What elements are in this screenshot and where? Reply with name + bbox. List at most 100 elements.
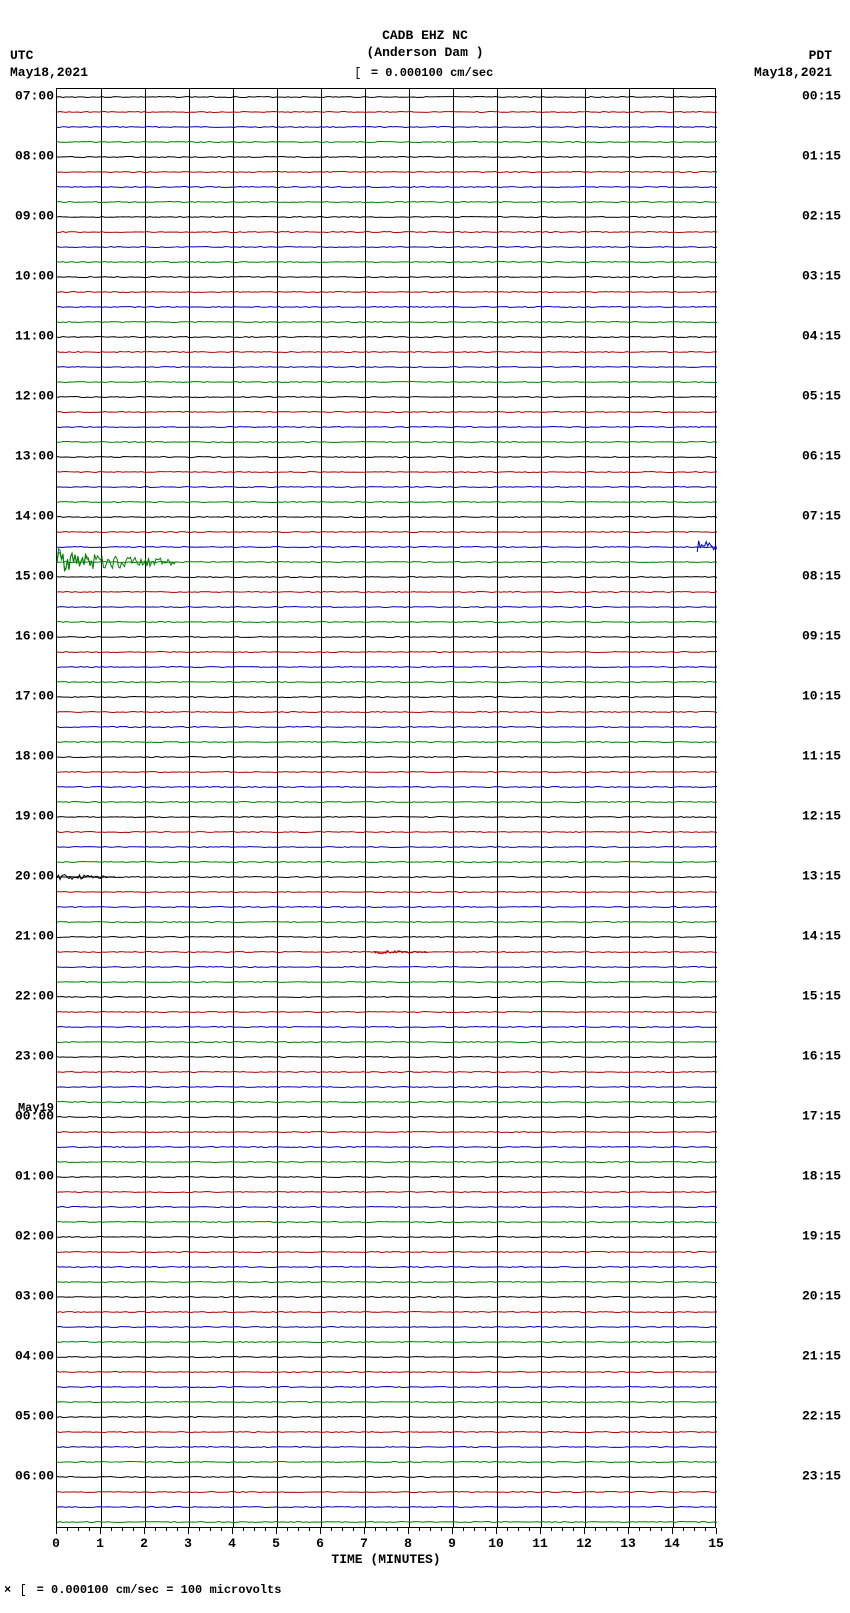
pdt-hour-label: 12:15 (796, 809, 850, 822)
pdt-hour-label: 19:15 (796, 1229, 850, 1242)
x-tick-minor (617, 1528, 618, 1531)
x-tick-minor (430, 1528, 431, 1531)
x-tick (672, 1528, 673, 1534)
x-tick-label: 13 (620, 1536, 636, 1551)
pdt-hour-label: 09:15 (796, 629, 850, 642)
utc-hour-label: 14:00 (0, 509, 54, 522)
x-tick-minor (507, 1528, 508, 1531)
x-tick (144, 1528, 145, 1534)
x-tick (56, 1528, 57, 1534)
utc-hour-label: 11:00 (0, 329, 54, 342)
x-tick-minor (683, 1528, 684, 1531)
x-tick-minor (221, 1528, 222, 1531)
pdt-hour-label: 03:15 (796, 269, 850, 282)
x-axis-title: TIME (MINUTES) (331, 1552, 440, 1567)
x-tick (452, 1528, 453, 1534)
pdt-hour-label: 18:15 (796, 1169, 850, 1182)
pdt-hour-label: 01:15 (796, 149, 850, 162)
x-tick-label: 11 (532, 1536, 548, 1551)
x-tick-minor (606, 1528, 607, 1531)
x-tick-minor (177, 1528, 178, 1531)
pdt-hour-label: 17:15 (796, 1109, 850, 1122)
x-tick-minor (166, 1528, 167, 1531)
utc-hour-label: 03:00 (0, 1289, 54, 1302)
scale-indicator-bottom: × = 0.000100 cm/sec = 100 microvolts (4, 1583, 281, 1597)
x-tick-minor (210, 1528, 211, 1531)
pdt-hour-label: 22:15 (796, 1409, 850, 1422)
pdt-hour-label: 04:15 (796, 329, 850, 342)
x-tick-minor (199, 1528, 200, 1531)
x-tick-label: 3 (184, 1536, 192, 1551)
x-tick-minor (595, 1528, 596, 1531)
x-tick-minor (111, 1528, 112, 1531)
x-tick-label: 7 (360, 1536, 368, 1551)
x-tick-minor (397, 1528, 398, 1531)
x-tick-minor (309, 1528, 310, 1531)
x-tick-label: 10 (488, 1536, 504, 1551)
x-tick-minor (705, 1528, 706, 1531)
x-tick (364, 1528, 365, 1534)
scale-bar-icon (357, 67, 360, 79)
utc-hour-label: 09:00 (0, 209, 54, 222)
x-tick-minor (254, 1528, 255, 1531)
pdt-hour-label: 00:15 (796, 89, 850, 102)
x-tick-minor (89, 1528, 90, 1531)
x-tick-label: 0 (52, 1536, 60, 1551)
x-tick-minor (419, 1528, 420, 1531)
x-tick-minor (375, 1528, 376, 1531)
utc-hour-label: 21:00 (0, 929, 54, 942)
scale-text-top: = 0.000100 cm/sec (371, 66, 493, 80)
x-tick-minor (386, 1528, 387, 1531)
x-tick (232, 1528, 233, 1534)
pdt-hour-label: 10:15 (796, 689, 850, 702)
utc-hour-label: 13:00 (0, 449, 54, 462)
pdt-hour-label: 16:15 (796, 1049, 850, 1062)
pdt-hour-label: 23:15 (796, 1469, 850, 1482)
x-axis: TIME (MINUTES) 0123456789101112131415 (56, 1528, 716, 1568)
utc-hour-label: 01:00 (0, 1169, 54, 1182)
x-tick-label: 8 (404, 1536, 412, 1551)
x-tick-label: 15 (708, 1536, 724, 1551)
x-tick-minor (650, 1528, 651, 1531)
x-tick-minor (518, 1528, 519, 1531)
scale-bar-icon (22, 1584, 25, 1596)
utc-header: UTC May18,2021 (10, 48, 88, 82)
utc-hour-label: 07:00 (0, 89, 54, 102)
x-tick-minor (474, 1528, 475, 1531)
x-tick-minor (463, 1528, 464, 1531)
utc-hour-label: 02:00 (0, 1229, 54, 1242)
x-tick (276, 1528, 277, 1534)
pdt-hour-label: 20:15 (796, 1289, 850, 1302)
x-tick-label: 6 (316, 1536, 324, 1551)
x-tick-minor (551, 1528, 552, 1531)
x-tick-minor (441, 1528, 442, 1531)
station-code: CADB EHZ NC (366, 28, 483, 45)
x-tick-label: 2 (140, 1536, 148, 1551)
utc-hour-label: 22:00 (0, 989, 54, 1002)
x-tick-minor (661, 1528, 662, 1531)
title-block: CADB EHZ NC (Anderson Dam ) (366, 28, 483, 62)
x-tick-minor (243, 1528, 244, 1531)
x-tick (188, 1528, 189, 1534)
pdt-hour-label: 06:15 (796, 449, 850, 462)
x-tick (320, 1528, 321, 1534)
x-tick (584, 1528, 585, 1534)
utc-hour-label: 16:00 (0, 629, 54, 642)
utc-hour-label: 05:00 (0, 1409, 54, 1422)
x-tick (408, 1528, 409, 1534)
seismogram-plot (56, 88, 716, 1528)
pdt-hour-label: 07:15 (796, 509, 850, 522)
utc-hour-label: 04:00 (0, 1349, 54, 1362)
footer-prefix: × (4, 1583, 11, 1597)
x-tick-label: 4 (228, 1536, 236, 1551)
utc-hour-label: 23:00 (0, 1049, 54, 1062)
utc-hour-label: 15:00 (0, 569, 54, 582)
pdt-hour-label: 02:15 (796, 209, 850, 222)
x-tick-minor (67, 1528, 68, 1531)
utc-hour-label: 20:00 (0, 869, 54, 882)
utc-hour-label: 00:00 (0, 1109, 54, 1122)
pdt-hour-label: 08:15 (796, 569, 850, 582)
x-tick-minor (331, 1528, 332, 1531)
x-tick-minor (78, 1528, 79, 1531)
utc-hour-label: 08:00 (0, 149, 54, 162)
